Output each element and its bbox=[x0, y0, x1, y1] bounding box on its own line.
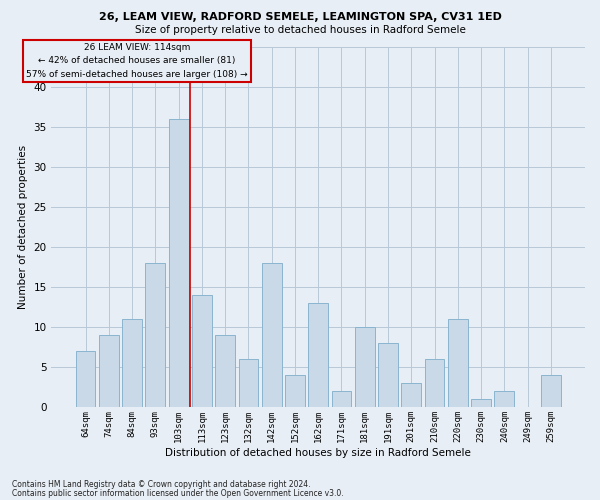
Bar bbox=[192, 295, 212, 407]
Bar bbox=[448, 319, 467, 407]
Bar bbox=[308, 303, 328, 407]
Text: 26 LEAM VIEW: 114sqm
← 42% of detached houses are smaller (81)
57% of semi-detac: 26 LEAM VIEW: 114sqm ← 42% of detached h… bbox=[26, 43, 248, 78]
Bar bbox=[215, 335, 235, 407]
Bar bbox=[494, 391, 514, 407]
Bar bbox=[541, 375, 561, 407]
Text: Contains public sector information licensed under the Open Government Licence v3: Contains public sector information licen… bbox=[12, 488, 344, 498]
Bar bbox=[169, 118, 188, 407]
Bar bbox=[471, 399, 491, 407]
Bar bbox=[99, 335, 119, 407]
Bar bbox=[262, 263, 281, 407]
Text: Contains HM Land Registry data © Crown copyright and database right 2024.: Contains HM Land Registry data © Crown c… bbox=[12, 480, 311, 489]
Text: 26, LEAM VIEW, RADFORD SEMELE, LEAMINGTON SPA, CV31 1ED: 26, LEAM VIEW, RADFORD SEMELE, LEAMINGTO… bbox=[98, 12, 502, 22]
Bar bbox=[285, 375, 305, 407]
Bar bbox=[122, 319, 142, 407]
Bar bbox=[355, 327, 374, 407]
Bar bbox=[145, 263, 165, 407]
Bar bbox=[76, 351, 95, 407]
X-axis label: Distribution of detached houses by size in Radford Semele: Distribution of detached houses by size … bbox=[165, 448, 471, 458]
Bar bbox=[425, 359, 445, 407]
Text: Size of property relative to detached houses in Radford Semele: Size of property relative to detached ho… bbox=[134, 25, 466, 35]
Bar bbox=[378, 343, 398, 407]
Bar bbox=[332, 391, 352, 407]
Bar bbox=[239, 359, 259, 407]
Bar bbox=[401, 383, 421, 407]
Y-axis label: Number of detached properties: Number of detached properties bbox=[18, 144, 28, 309]
